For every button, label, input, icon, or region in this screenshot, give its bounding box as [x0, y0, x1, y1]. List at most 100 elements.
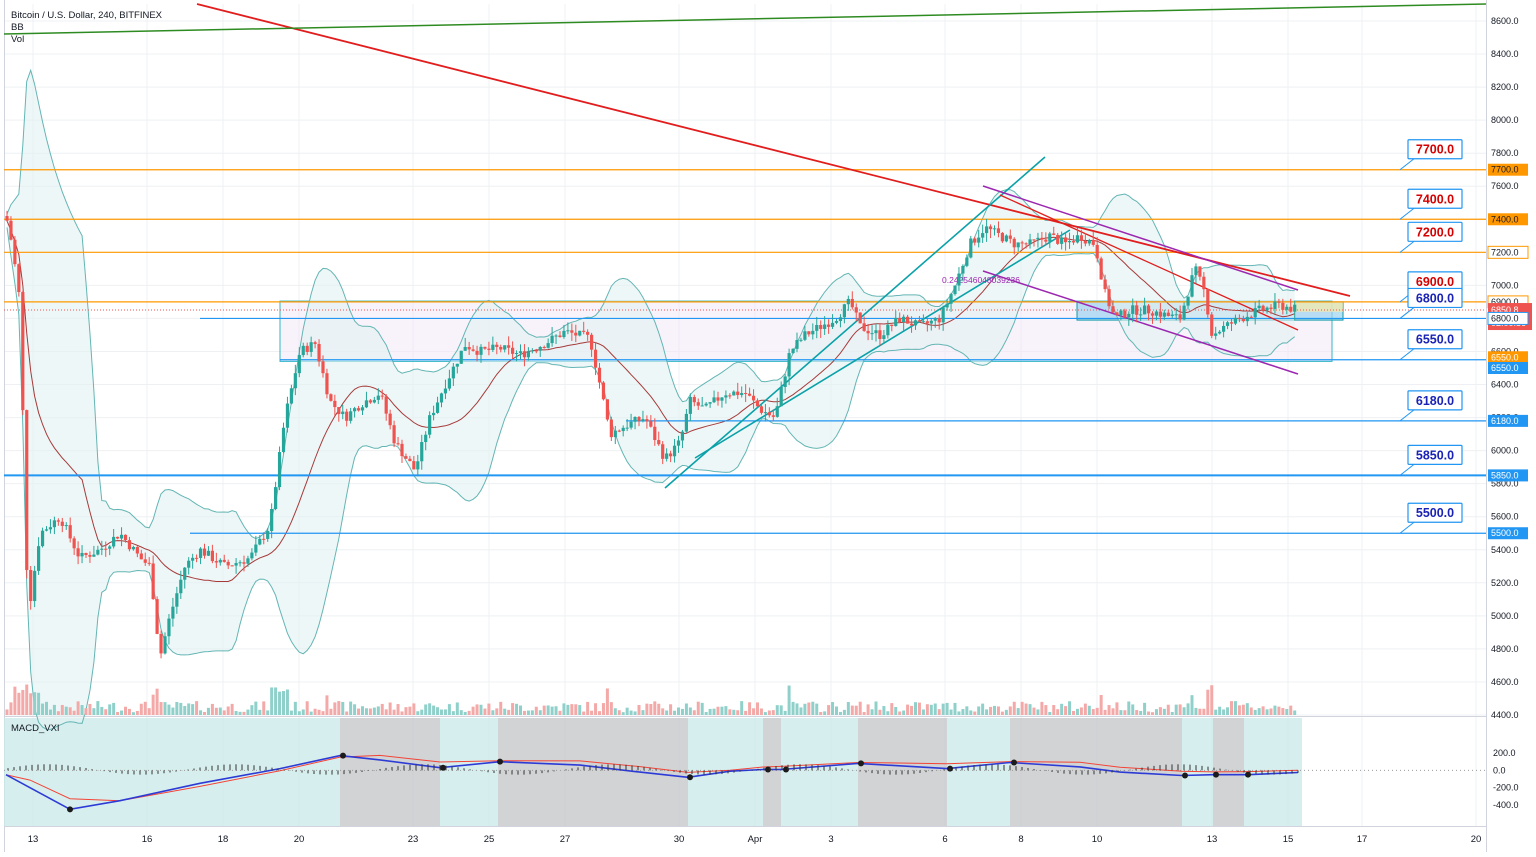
- volume-bar: [542, 705, 546, 715]
- volume-bar: [621, 712, 625, 715]
- candle-body: [159, 633, 163, 654]
- volume-bar: [1210, 685, 1214, 715]
- candle-body: [617, 430, 621, 432]
- price-tag-bg: [1488, 527, 1528, 540]
- candle-body: [428, 415, 432, 435]
- volume-bar: [337, 701, 341, 715]
- volume-bar: [199, 710, 203, 715]
- candle-body: [870, 333, 874, 335]
- price-tag-bg: [1487, 311, 1529, 325]
- volume-bar: [1008, 706, 1012, 715]
- candle-body: [996, 228, 1001, 233]
- candle-body: [740, 393, 744, 396]
- volume-bar: [455, 702, 459, 715]
- volume-bar: [1166, 704, 1170, 715]
- candle-body: [811, 330, 815, 335]
- candle-body: [1107, 289, 1111, 307]
- candle-body: [424, 434, 428, 443]
- candle-body: [1075, 235, 1080, 243]
- candle-body: [866, 330, 870, 334]
- macd-region: [763, 718, 781, 826]
- volume-bar: [104, 709, 108, 715]
- volume-bar: [301, 709, 305, 715]
- candle-body: [84, 552, 88, 556]
- volume-bar: [937, 709, 941, 715]
- candle-body: [850, 298, 854, 308]
- volume-bar: [1079, 707, 1083, 715]
- volume-bar: [546, 705, 550, 715]
- time-tick-label: 8: [1018, 834, 1023, 845]
- candle-body: [657, 440, 661, 445]
- volume-bar: [1139, 710, 1143, 715]
- candle-body: [965, 257, 969, 266]
- volume-bar: [613, 708, 617, 715]
- candle-body: [262, 538, 266, 540]
- macd-regions: [4, 718, 1302, 826]
- volume-bar: [811, 701, 815, 715]
- candle-body: [878, 330, 882, 339]
- volume-bar: [1147, 711, 1151, 715]
- volume-bar: [345, 711, 349, 715]
- candle-body: [590, 334, 594, 350]
- callout-box: [1407, 287, 1463, 309]
- candle-body: [37, 546, 41, 571]
- candle-body: [214, 561, 218, 563]
- candle-body: [641, 419, 645, 421]
- volume-bar: [408, 706, 412, 715]
- candle-body: [1166, 312, 1170, 316]
- volume-bar: [242, 711, 246, 715]
- volume-bar: [1000, 711, 1004, 715]
- candle-body: [1202, 276, 1206, 290]
- candle-body: [171, 606, 175, 619]
- callout-pointer: [1399, 348, 1415, 361]
- volume-bar: [700, 702, 704, 715]
- volume-bar: [835, 706, 838, 715]
- candle-body: [917, 320, 922, 322]
- candle-body: [1261, 305, 1265, 311]
- candle-body: [388, 413, 392, 426]
- candle-body: [736, 391, 740, 396]
- candle-body: [191, 557, 195, 561]
- candle-body: [518, 351, 523, 354]
- candle-body: [1083, 240, 1087, 244]
- candle-body: [1158, 311, 1162, 317]
- candle-body: [514, 353, 519, 355]
- volume-bar: [819, 712, 823, 715]
- volume-bar: [380, 703, 384, 715]
- price-tick-label: 5000.0: [1491, 611, 1519, 621]
- candle-body: [665, 453, 669, 459]
- candle-body: [1036, 237, 1040, 240]
- volume-bar: [80, 705, 84, 715]
- time-tick-label: Apr: [748, 834, 763, 845]
- candle-body: [80, 552, 84, 557]
- callout-box: [1407, 444, 1463, 466]
- volume-bar: [1289, 705, 1293, 715]
- volume-bar: [17, 692, 21, 715]
- candle-body: [218, 559, 222, 563]
- candle-body: [909, 323, 914, 326]
- candle-body: [1233, 317, 1238, 324]
- volume-bar: [285, 689, 289, 715]
- candle-body: [728, 395, 732, 397]
- candle-body: [625, 427, 629, 429]
- volume-bar: [368, 708, 372, 715]
- candle-body: [25, 410, 29, 571]
- candle-body: [139, 553, 143, 560]
- volume-bar: [673, 710, 677, 715]
- volume-bar: [704, 712, 708, 715]
- candle-body: [1044, 239, 1048, 242]
- volume-bar: [64, 706, 68, 715]
- volume-bar: [609, 702, 613, 715]
- candle-body: [151, 563, 155, 600]
- volume-bar: [910, 705, 914, 715]
- callout-pointer: [1399, 158, 1415, 171]
- time-tick-label: 23: [408, 834, 419, 845]
- volume-bar: [1273, 705, 1277, 715]
- candle-body: [451, 366, 455, 379]
- volume-bar: [270, 687, 274, 715]
- volume-bar: [424, 704, 428, 715]
- candle-body: [949, 294, 953, 304]
- volume-bar: [787, 685, 791, 715]
